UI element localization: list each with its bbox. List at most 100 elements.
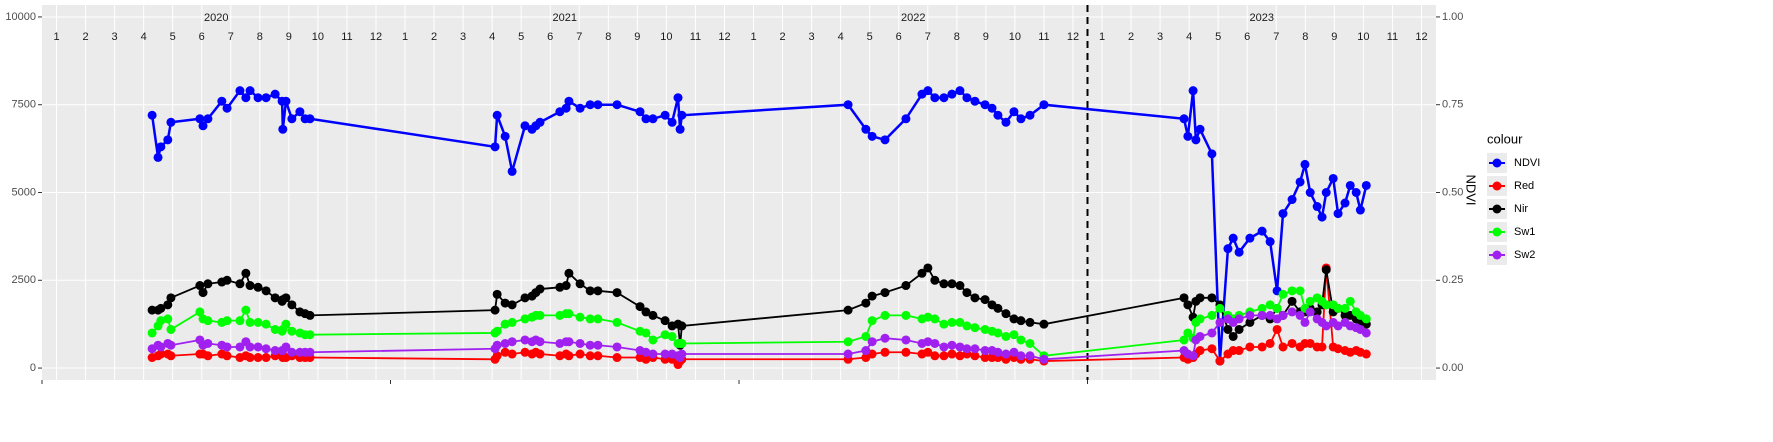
data-point xyxy=(993,347,1003,357)
data-point xyxy=(1179,114,1189,124)
data-point xyxy=(667,117,677,127)
data-point xyxy=(930,275,940,285)
month-label: 7 xyxy=(228,31,234,43)
data-point xyxy=(295,107,305,117)
data-point xyxy=(245,342,255,352)
data-point xyxy=(585,314,595,324)
y-tick-label: 5000 xyxy=(12,186,36,198)
y2-tick-label: 0.75 xyxy=(1442,99,1463,111)
data-point xyxy=(1245,342,1255,352)
data-point xyxy=(1179,335,1189,345)
data-point xyxy=(261,286,271,296)
month-label: 5 xyxy=(518,31,524,43)
data-point xyxy=(287,114,297,124)
data-point xyxy=(1207,293,1217,303)
legend-label: Red xyxy=(1514,180,1534,192)
data-point xyxy=(880,135,890,145)
data-point xyxy=(867,337,877,347)
data-point xyxy=(939,351,949,361)
data-point xyxy=(585,340,595,350)
data-point xyxy=(923,86,933,96)
data-point xyxy=(153,152,163,162)
data-point xyxy=(962,321,972,331)
data-point xyxy=(980,324,990,334)
data-point xyxy=(1025,110,1035,120)
month-label: 4 xyxy=(489,31,495,43)
month-label: 5 xyxy=(1215,31,1221,43)
data-point xyxy=(1287,307,1297,317)
data-point xyxy=(955,281,965,291)
data-point xyxy=(575,279,585,289)
month-label: 11 xyxy=(341,31,352,43)
data-point xyxy=(261,353,271,363)
month-label: 2 xyxy=(431,31,437,43)
data-point xyxy=(1025,317,1035,327)
data-point xyxy=(1272,303,1282,313)
data-point xyxy=(1340,198,1350,208)
data-point xyxy=(970,351,980,361)
data-point xyxy=(923,347,933,357)
data-point xyxy=(245,353,255,363)
data-point xyxy=(245,317,255,327)
data-point xyxy=(575,103,585,113)
data-point xyxy=(1361,314,1371,324)
data-point xyxy=(203,338,213,348)
legend-label: NDVI xyxy=(1514,157,1540,169)
legend-dot xyxy=(1492,204,1502,214)
data-point xyxy=(1245,233,1255,243)
data-point xyxy=(1355,205,1365,215)
data-point xyxy=(939,342,949,352)
data-point xyxy=(156,316,166,326)
data-point xyxy=(585,286,595,296)
data-point xyxy=(1287,338,1297,348)
data-point xyxy=(947,349,957,359)
data-point xyxy=(1228,331,1238,341)
data-point xyxy=(1305,338,1315,348)
data-point xyxy=(641,114,651,124)
data-point xyxy=(930,338,940,348)
data-point xyxy=(1321,321,1331,331)
data-point xyxy=(980,353,990,363)
data-point xyxy=(917,268,927,278)
month-label: 8 xyxy=(605,31,611,43)
data-point xyxy=(673,93,683,103)
data-point xyxy=(1278,209,1288,219)
data-point xyxy=(1183,300,1193,310)
data-point xyxy=(1039,319,1049,329)
data-point xyxy=(261,319,271,329)
data-point xyxy=(241,268,251,278)
data-point xyxy=(195,281,205,291)
data-point xyxy=(1317,342,1327,352)
month-label: 7 xyxy=(925,31,931,43)
data-point xyxy=(1361,180,1371,190)
data-point xyxy=(1328,173,1338,183)
data-point xyxy=(1215,356,1225,366)
data-point xyxy=(1257,226,1267,236)
data-point xyxy=(500,131,510,141)
data-point xyxy=(1191,135,1201,145)
data-point xyxy=(1001,331,1011,341)
data-point xyxy=(253,93,263,103)
data-point xyxy=(147,328,157,338)
month-label: 10 xyxy=(660,31,672,43)
data-point xyxy=(281,293,291,303)
data-point xyxy=(635,107,645,117)
legend-dot xyxy=(1492,158,1502,168)
month-label: 11 xyxy=(1038,31,1049,43)
data-point xyxy=(1234,247,1244,257)
data-point xyxy=(490,305,500,315)
data-point xyxy=(156,349,166,359)
data-point xyxy=(660,110,670,120)
data-point xyxy=(930,351,940,361)
data-point xyxy=(163,300,173,310)
data-point xyxy=(1195,346,1205,356)
y-tick-label: 7500 xyxy=(12,99,36,111)
data-point xyxy=(520,293,530,303)
year-label: 2021 xyxy=(553,12,577,24)
data-point xyxy=(939,319,949,329)
data-point xyxy=(270,324,280,334)
data-point xyxy=(980,295,990,305)
data-point xyxy=(901,310,911,320)
data-point xyxy=(1257,310,1267,320)
